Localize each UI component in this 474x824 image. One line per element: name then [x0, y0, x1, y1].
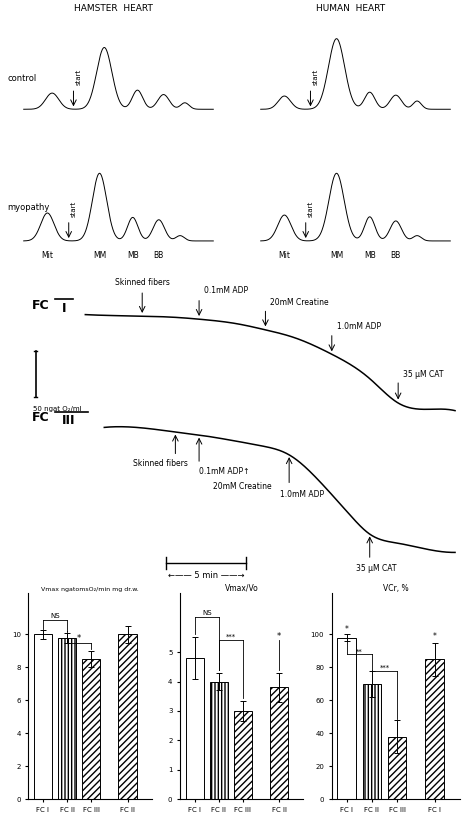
Text: 20mM Creatine: 20mM Creatine	[213, 482, 272, 491]
Bar	[58, 638, 76, 799]
Title: Vmax ngatomsO₂/min mg dr.w.: Vmax ngatomsO₂/min mg dr.w.	[41, 587, 139, 592]
Text: BB: BB	[154, 250, 164, 260]
Text: MB: MB	[364, 250, 375, 260]
Text: MM: MM	[93, 250, 106, 260]
Text: Skinned fibers: Skinned fibers	[133, 460, 188, 468]
Text: *: *	[277, 632, 282, 641]
Bar	[234, 711, 252, 799]
Text: 50 ngat O₂/ml: 50 ngat O₂/ml	[33, 406, 82, 412]
Bar	[270, 687, 288, 799]
Text: BB: BB	[391, 250, 401, 260]
Text: MM: MM	[330, 250, 343, 260]
Text: HUMAN  HEART: HUMAN HEART	[316, 4, 385, 13]
Text: *: *	[345, 625, 349, 634]
Text: 1.0mM ADP: 1.0mM ADP	[280, 490, 324, 499]
Text: MB: MB	[127, 250, 138, 260]
Bar	[388, 737, 406, 799]
Bar	[337, 638, 356, 799]
Bar	[425, 659, 444, 799]
Text: 1.0mM ADP: 1.0mM ADP	[337, 322, 381, 331]
Text: Skinned fibers: Skinned fibers	[115, 279, 170, 288]
Text: Mit: Mit	[41, 250, 54, 260]
Text: start: start	[308, 201, 314, 218]
Text: 20mM Creatine: 20mM Creatine	[270, 298, 329, 307]
Text: FC: FC	[31, 411, 49, 424]
Text: 35 μM CAT: 35 μM CAT	[356, 564, 396, 573]
Text: HAMSTER  HEART: HAMSTER HEART	[74, 4, 153, 13]
Text: 35 μM CAT: 35 μM CAT	[403, 370, 443, 379]
Text: *: *	[77, 634, 82, 643]
Title: VCr, %: VCr, %	[383, 583, 409, 592]
Bar	[118, 634, 137, 799]
Text: ←—— 5 min ——→: ←—— 5 min ——→	[168, 571, 245, 580]
Text: 0.1mM ADP: 0.1mM ADP	[204, 286, 248, 295]
Title: Vmax/Vo: Vmax/Vo	[225, 583, 259, 592]
Text: start: start	[71, 201, 77, 218]
Text: myopathy: myopathy	[7, 203, 49, 212]
Text: ***: ***	[379, 665, 390, 671]
Text: NS: NS	[202, 611, 211, 616]
Text: I: I	[62, 302, 66, 315]
Text: *: *	[433, 633, 437, 641]
Bar	[185, 658, 204, 799]
Text: Mit: Mit	[278, 250, 291, 260]
Bar	[363, 684, 382, 799]
Bar	[34, 634, 52, 799]
Text: 0.1mM ADP↑: 0.1mM ADP↑	[199, 467, 250, 476]
Bar	[210, 681, 228, 799]
Text: start: start	[75, 69, 82, 86]
Text: start: start	[312, 69, 319, 86]
Text: NS: NS	[50, 613, 60, 619]
Text: FC: FC	[31, 298, 49, 311]
Text: control: control	[7, 74, 36, 83]
Text: **: **	[356, 648, 363, 654]
Text: III: III	[62, 414, 75, 428]
Bar	[82, 659, 100, 799]
Text: ***: ***	[226, 634, 236, 640]
